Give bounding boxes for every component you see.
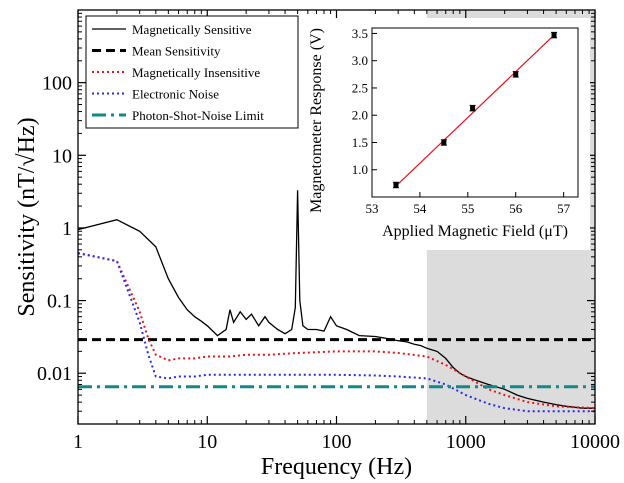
inset-x-tick-label: 54 [413, 201, 427, 216]
x-tick-label: 1000 [446, 431, 486, 453]
inset-plot: 53 54 55 56 57 1.0 1.5 2.0 2.5 3.0 3.5 Applied Mag… [300, 18, 590, 250]
inset-data-point [513, 71, 519, 77]
inset-y-tick-label: 2.0 [352, 108, 368, 123]
y-tick-label: 0.01 [37, 363, 72, 385]
inset-y-tick-label: 2.5 [352, 80, 368, 95]
inset-y-tick-label: 1.0 [352, 162, 368, 177]
inset-data-point [470, 105, 476, 111]
legend-label-magnetically-sensitive: Magnetically Sensitive [132, 22, 252, 37]
series-line-magnetically-insensitive [77, 252, 596, 410]
series-line-magnetically-sensitive [77, 190, 595, 409]
inset-plot-frame [371, 27, 579, 198]
legend-label-photon-shot-noise-limit: Photon-Shot-Noise Limit [132, 108, 264, 123]
inset-y-tick-label: 3.5 [352, 26, 368, 41]
main-axis-ticks: 1 10 100 1000 10000 0.01 0.1 1 10 100 [37, 10, 620, 453]
inset-x-tick-label: 56 [509, 201, 523, 216]
x-axis-title: Frequency (Hz) [261, 454, 412, 480]
main-series-layer [77, 190, 596, 413]
legend: Magnetically Sensitive Mean Sensitivity … [85, 15, 299, 129]
inset-x-tick-label: 57 [557, 201, 571, 216]
legend-label-electronic-noise: Electronic Noise [132, 87, 219, 102]
inset-data-point [441, 139, 447, 145]
inset-x-axis-title: Applied Magnetic Field (μT) [382, 223, 568, 240]
inset-data-point [393, 182, 399, 188]
x-tick-label: 100 [322, 431, 352, 453]
inset-y-axis-title: Magnetometer Response (V) [308, 28, 325, 213]
y-tick-label: 100 [42, 73, 72, 95]
x-tick-label: 10000 [570, 431, 620, 453]
y-axis-title: Sensitivity (nT/√Hz) [14, 117, 40, 316]
legend-label-magnetically-insensitive: Magnetically Insensitive [132, 65, 260, 80]
y-tick-label: 0.1 [47, 291, 72, 313]
inset-axis-ticks: 53 54 55 56 57 1.0 1.5 2.0 2.5 3.0 3.5 [352, 26, 571, 216]
inset-x-tick-label: 55 [461, 201, 474, 216]
inset-y-tick-label: 1.5 [352, 135, 368, 150]
inset-y-tick-label: 3.0 [352, 53, 368, 68]
x-tick-label: 1 [73, 431, 83, 453]
y-tick-label: 10 [52, 145, 72, 167]
inset-background [300, 18, 590, 250]
inset-data-point [551, 32, 557, 38]
legend-label-mean-sensitivity: Mean Sensitivity [132, 44, 221, 59]
inset-x-tick-label: 53 [366, 201, 379, 216]
legend-box [85, 15, 299, 129]
x-tick-label: 10 [197, 431, 217, 453]
inset-series-layer [392, 31, 558, 189]
y-tick-label: 1 [62, 218, 72, 240]
